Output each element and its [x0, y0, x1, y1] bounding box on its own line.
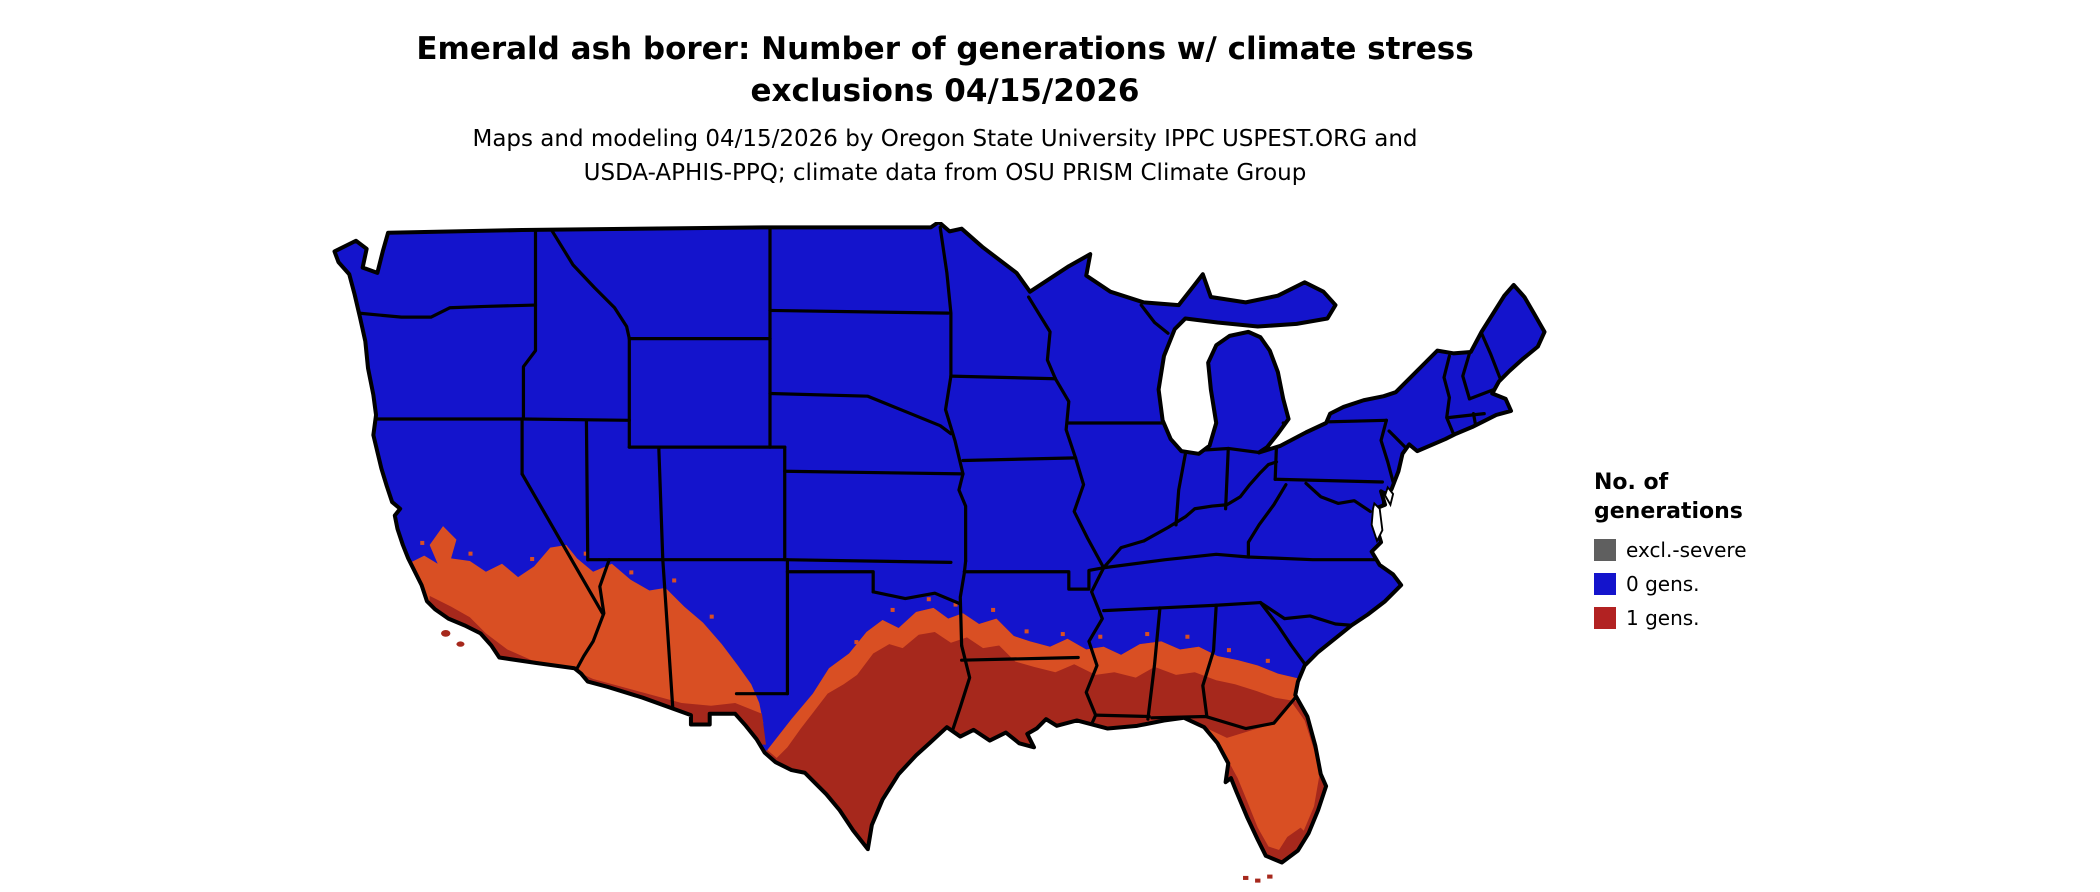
state-borders	[357, 225, 1502, 739]
map-title-line2: exclusions 04/15/2026	[750, 73, 1140, 109]
map-region-one-generation-southwest	[405, 526, 764, 738]
legend-item-zero-gens: 0 gens.	[1594, 572, 1747, 596]
legend-swatch-excl-severe	[1594, 539, 1616, 561]
map-title-line1: Emerald ash borer: Number of generations…	[416, 31, 1474, 67]
chesapeake-delaware-bays	[1370, 485, 1395, 544]
map-region-florida-light	[1204, 701, 1320, 852]
map-subtitle: Maps and modeling 04/15/2026 by Oregon S…	[0, 122, 1890, 190]
map-speckles	[420, 540, 1270, 663]
us-map	[321, 222, 1554, 883]
legend-label-zero-gens: 0 gens.	[1626, 572, 1700, 596]
channel-islands	[441, 630, 465, 647]
legend-title: No. of generations	[1594, 468, 1747, 526]
map-region-florida-tip-dark	[1277, 827, 1311, 856]
legend-title-line2: generations	[1594, 499, 1743, 524]
legend-items: excl.-severe 0 gens. 1 gens.	[1594, 538, 1747, 630]
legend-label-excl-severe: excl.-severe	[1626, 538, 1747, 562]
legend-item-excl-severe: excl.-severe	[1594, 538, 1747, 562]
legend-swatch-one-gens	[1594, 607, 1616, 629]
florida-keys	[1243, 874, 1273, 883]
map-region-one-generation-edge-light	[767, 607, 1351, 758]
legend-item-one-gens: 1 gens.	[1594, 606, 1747, 630]
map-area	[321, 222, 1554, 892]
map-region-zero-generations	[334, 222, 1545, 863]
map-subtitle-line1: Maps and modeling 04/15/2026 by Oregon S…	[472, 126, 1418, 152]
legend-swatch-zero-gens	[1594, 573, 1616, 595]
legend: No. of generations excl.-severe 0 gens. …	[1594, 468, 1747, 641]
legend-title-line1: No. of	[1594, 470, 1669, 495]
map-title: Emerald ash borer: Number of generations…	[0, 28, 1890, 112]
legend-label-one-gens: 1 gens.	[1626, 606, 1700, 630]
map-subtitle-line2: USDA-APHIS-PPQ; climate data from OSU PR…	[583, 160, 1307, 186]
